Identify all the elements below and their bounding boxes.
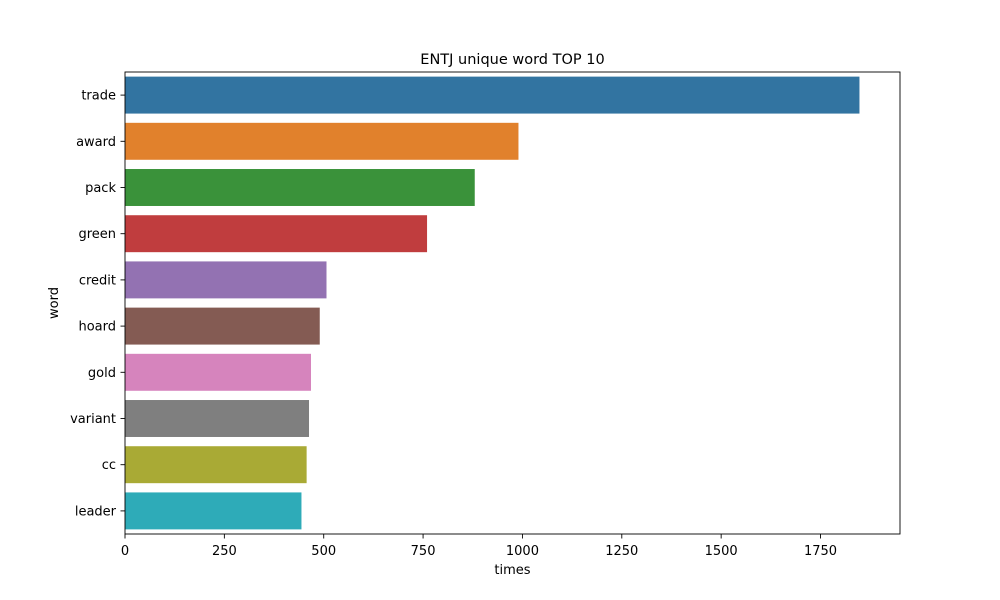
chart-title: ENTJ unique word TOP 10	[420, 52, 604, 68]
y-tick-label: leader	[75, 504, 117, 519]
bar-pack	[125, 169, 475, 206]
bar-hoard	[125, 307, 320, 345]
y-tick-label: trade	[81, 89, 116, 104]
x-tick-label: 250	[212, 544, 237, 559]
y-tick-label: credit	[79, 273, 116, 288]
y-tick-label: hoard	[78, 320, 116, 335]
y-tick-label: green	[78, 227, 116, 242]
bar-gold	[125, 353, 311, 391]
x-tick-label: 500	[311, 544, 336, 559]
y-tick-label: gold	[88, 366, 116, 381]
x-tick-label: 1500	[705, 544, 738, 559]
bar-trade	[125, 76, 860, 114]
y-axis-label: word	[47, 287, 62, 319]
plot-frame	[124, 71, 901, 535]
x-tick-label: 1000	[506, 544, 539, 559]
bar-leader	[125, 492, 302, 530]
bars-group	[125, 76, 860, 530]
y-tick-label: variant	[70, 412, 116, 427]
y-tick-label: cc	[102, 458, 116, 473]
y-tick-label: pack	[85, 181, 116, 196]
x-axis-label: times	[494, 563, 530, 578]
bar-variant	[125, 400, 310, 437]
y-axis-ticks: trade award pack green credit hoard gold varian…	[70, 89, 125, 519]
x-tick-label: 1250	[605, 544, 638, 559]
bar-credit	[125, 261, 327, 299]
x-tick-label: 750	[411, 544, 436, 559]
x-tick-label: 1750	[804, 544, 837, 559]
y-tick-label: award	[76, 135, 116, 150]
bar-award	[125, 122, 519, 160]
x-axis-ticks: 0 250 500 750 1000 1250 1500 1750	[121, 534, 837, 559]
bar-green	[125, 215, 428, 253]
x-tick-label: 0	[121, 544, 129, 559]
bar-cc	[125, 446, 307, 484]
